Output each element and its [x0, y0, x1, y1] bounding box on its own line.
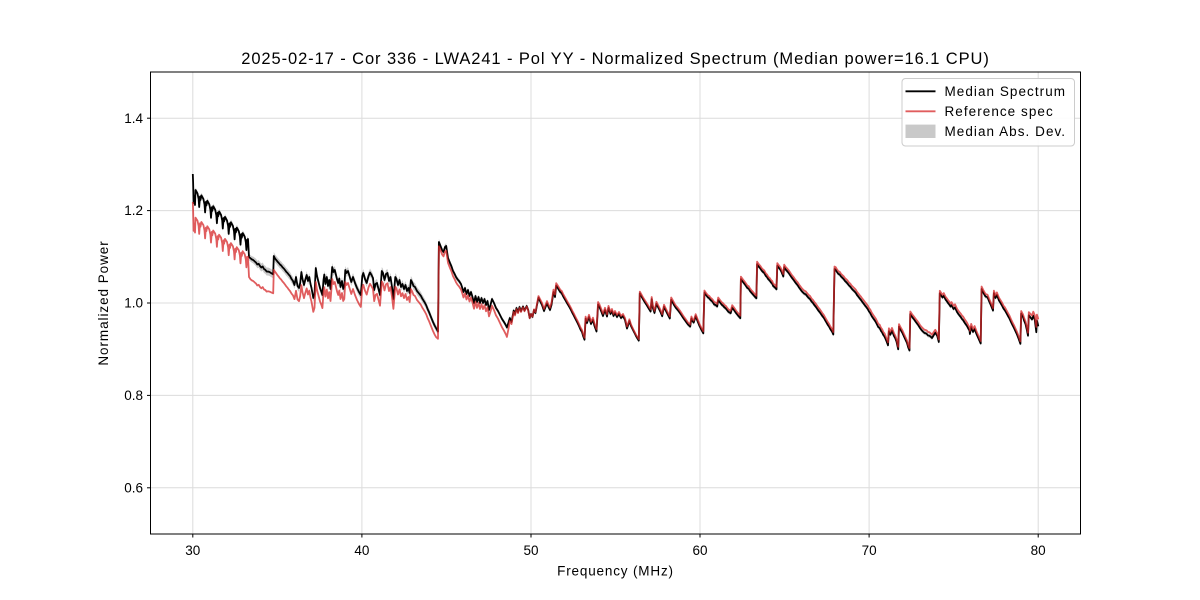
svg-text:50: 50: [523, 543, 538, 558]
svg-text:Normalized Power: Normalized Power: [96, 240, 111, 365]
svg-text:Reference spec: Reference spec: [945, 104, 1054, 119]
svg-text:60: 60: [692, 543, 707, 558]
svg-text:40: 40: [354, 543, 369, 558]
svg-text:2025-02-17 - Cor 336 - LWA241: 2025-02-17 - Cor 336 - LWA241 - Pol YY -…: [241, 50, 990, 68]
svg-text:0.6: 0.6: [124, 480, 143, 495]
svg-text:1.2: 1.2: [124, 203, 143, 218]
svg-text:80: 80: [1031, 543, 1046, 558]
svg-text:Median Abs. Dev.: Median Abs. Dev.: [945, 124, 1067, 139]
svg-text:70: 70: [862, 543, 877, 558]
svg-text:30: 30: [185, 543, 200, 558]
svg-text:0.8: 0.8: [124, 388, 143, 403]
svg-text:1.0: 1.0: [124, 296, 143, 311]
svg-text:1.4: 1.4: [124, 111, 143, 126]
svg-text:Median Spectrum: Median Spectrum: [945, 84, 1067, 99]
svg-text:Frequency (MHz): Frequency (MHz): [557, 564, 674, 579]
